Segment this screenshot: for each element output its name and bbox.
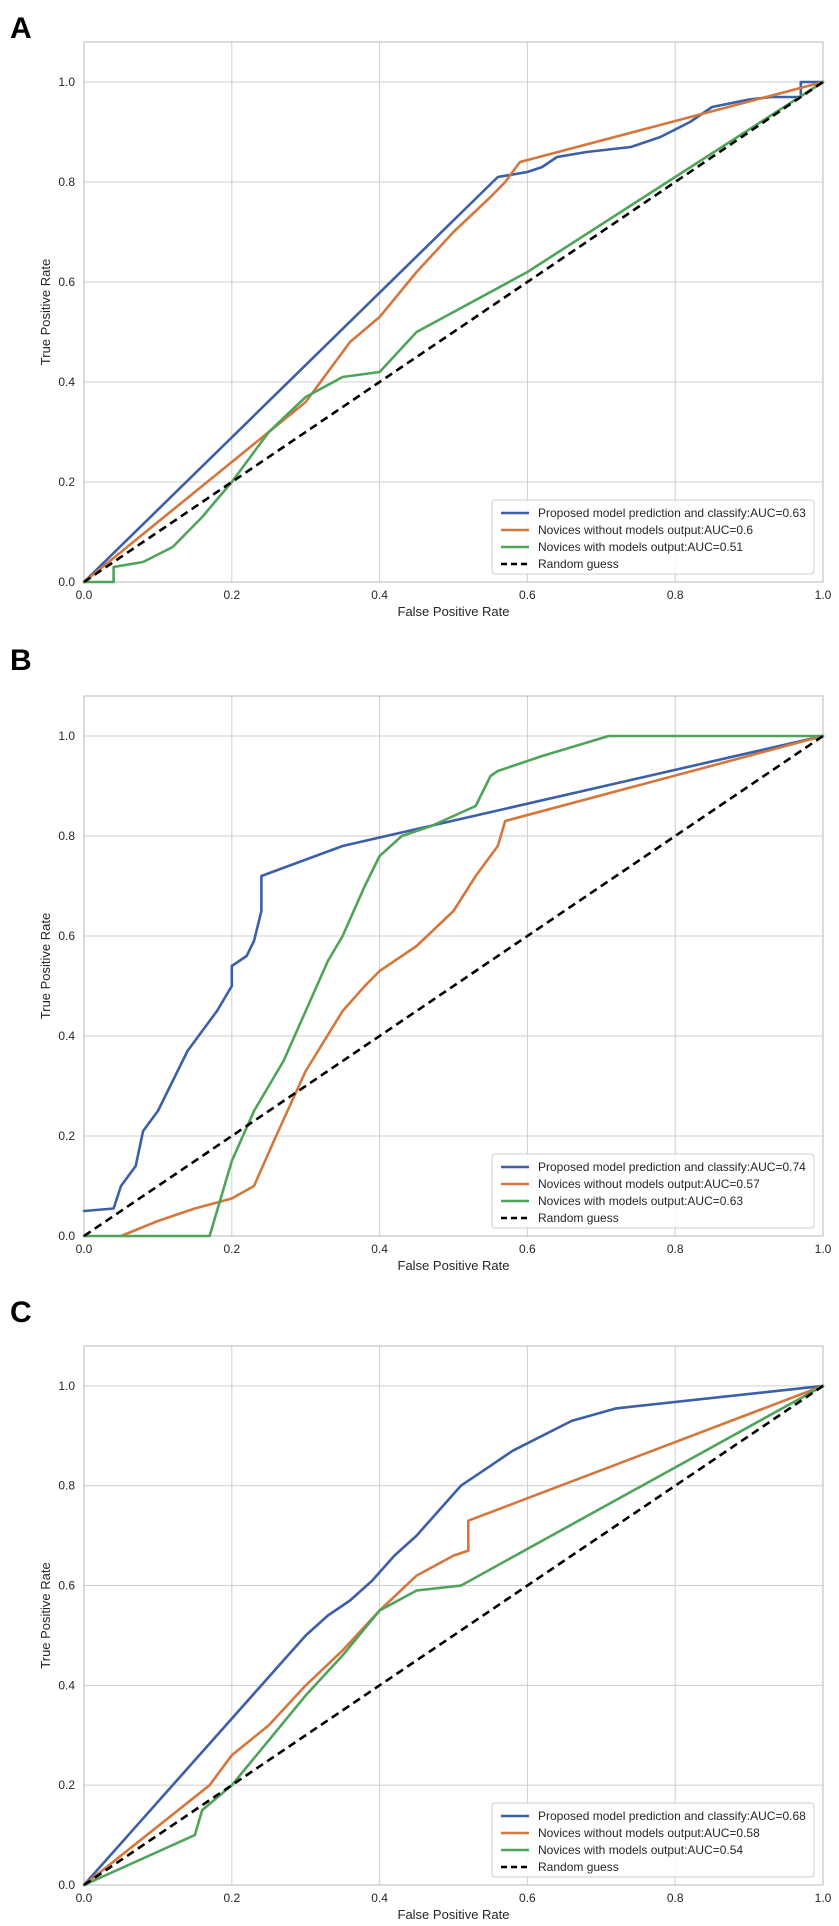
x-tick-label: 0.0	[76, 1242, 93, 1256]
legend: Proposed model prediction and classify:A…	[491, 499, 815, 575]
x-tick-label: 1.0	[815, 1891, 832, 1905]
x-tick-label: 0.0	[76, 588, 93, 602]
legend-label: Proposed model prediction and classify:A…	[538, 506, 806, 520]
roc-curve-1	[82, 80, 825, 584]
plot-frame	[83, 695, 824, 1237]
x-tick-label: 0.8	[667, 1242, 684, 1256]
x-tick-label: 0.8	[667, 588, 684, 602]
legend-label: Novices without models output:AUC=0.6	[538, 523, 753, 537]
legend-label: Novices with models output:AUC=0.54	[538, 1843, 743, 1857]
y-tick-label: 0.2	[58, 1129, 75, 1143]
y-tick-label: 0.0	[58, 1878, 75, 1892]
legend-label: Novices with models output:AUC=0.63	[538, 1194, 743, 1208]
y-axis-title: True Positive Rate	[38, 1562, 53, 1668]
panel-letter: C	[10, 1296, 32, 1329]
x-axis-title: False Positive Rate	[398, 1907, 510, 1922]
x-tick-label: 0.6	[519, 1242, 536, 1256]
y-tick-label: 0.8	[58, 1479, 75, 1493]
legend: Proposed model prediction and classify:A…	[491, 1802, 815, 1878]
y-tick-label: 0.6	[58, 275, 75, 289]
x-tick-label: 0.0	[76, 1891, 93, 1905]
random-guess-line	[83, 734, 824, 1238]
panel-letter: A	[10, 12, 32, 45]
y-tick-label: 0.4	[58, 1678, 75, 1692]
chart-panel-c: C 0.0 0.2 0.4 0.6 0.8 1.0 0.0 0.2 0.4 0.6 0.8 1.0 Fal…	[10, 1296, 832, 1922]
y-axis-title: True Positive Rate	[38, 259, 53, 365]
random-guess-line	[83, 80, 824, 584]
y-tick-label: 0.6	[58, 929, 75, 943]
y-tick-label: 0.4	[58, 1029, 75, 1043]
y-tick-label: 0.2	[58, 1778, 75, 1792]
chart-panel-b: B 0.0 0.2 0.4 0.6 0.8 1.0 0.0 0.2 0.4 0.6 0.8 1.0 Fal…	[10, 644, 832, 1273]
x-tick-label: 0.2	[223, 1891, 240, 1905]
roc-curve-3	[82, 80, 825, 584]
legend-label: Novices with models output:AUC=0.51	[538, 540, 743, 554]
panel-letter: B	[10, 644, 32, 677]
x-axis-title: False Positive Rate	[398, 1258, 510, 1273]
x-tick-label: 1.0	[815, 1242, 832, 1256]
legend-box	[491, 499, 815, 575]
roc-curve-2	[82, 80, 825, 584]
y-axis-title: True Positive Rate	[38, 913, 53, 1019]
legend-label: Random guess	[538, 1860, 619, 1874]
legend-label: Proposed model prediction and classify:A…	[538, 1160, 806, 1174]
y-tick-label: 0.4	[58, 375, 75, 389]
roc-curve-3	[82, 1384, 825, 1887]
plot-frame	[83, 1345, 824, 1886]
roc-curve-1	[82, 1384, 825, 1887]
plot-frame	[83, 41, 824, 583]
y-tick-label: 1.0	[58, 75, 75, 89]
legend-label: Novices without models output:AUC=0.57	[538, 1177, 760, 1191]
x-axis-title: False Positive Rate	[398, 604, 510, 619]
x-tick-label: 0.4	[371, 1891, 388, 1905]
legend-label: Random guess	[538, 557, 619, 571]
x-tick-label: 0.4	[371, 588, 388, 602]
y-tick-label: 0.0	[58, 575, 75, 589]
x-tick-label: 0.8	[667, 1891, 684, 1905]
legend: Proposed model prediction and classify:A…	[491, 1153, 815, 1229]
y-tick-label: 0.6	[58, 1579, 75, 1593]
roc-curve-3	[82, 734, 825, 1238]
y-tick-label: 0.2	[58, 475, 75, 489]
legend-label: Random guess	[538, 1211, 619, 1225]
legend-box	[491, 1802, 815, 1878]
y-tick-label: 1.0	[58, 1379, 75, 1393]
x-tick-label: 0.6	[519, 588, 536, 602]
x-tick-label: 0.2	[223, 588, 240, 602]
x-tick-label: 0.6	[519, 1891, 536, 1905]
x-tick-label: 0.4	[371, 1242, 388, 1256]
random-guess-line	[83, 1384, 824, 1887]
x-tick-label: 1.0	[815, 588, 832, 602]
legend-label: Novices without models output:AUC=0.58	[538, 1826, 760, 1840]
y-tick-label: 0.0	[58, 1229, 75, 1243]
legend-box	[491, 1153, 815, 1229]
x-tick-label: 0.2	[223, 1242, 240, 1256]
y-tick-label: 0.8	[58, 175, 75, 189]
chart-panel-a: A 0.0 0.2 0.4 0.6 0.8 1.0 0.0 0.2 0.4 0.6 0.8 1.0 Fal…	[10, 12, 832, 619]
roc-curve-2	[82, 1384, 825, 1887]
legend-label: Proposed model prediction and classify:A…	[538, 1809, 806, 1823]
roc-curve-1	[82, 734, 825, 1213]
y-tick-label: 0.8	[58, 829, 75, 843]
y-tick-label: 1.0	[58, 729, 75, 743]
roc-curve-2	[119, 734, 825, 1238]
